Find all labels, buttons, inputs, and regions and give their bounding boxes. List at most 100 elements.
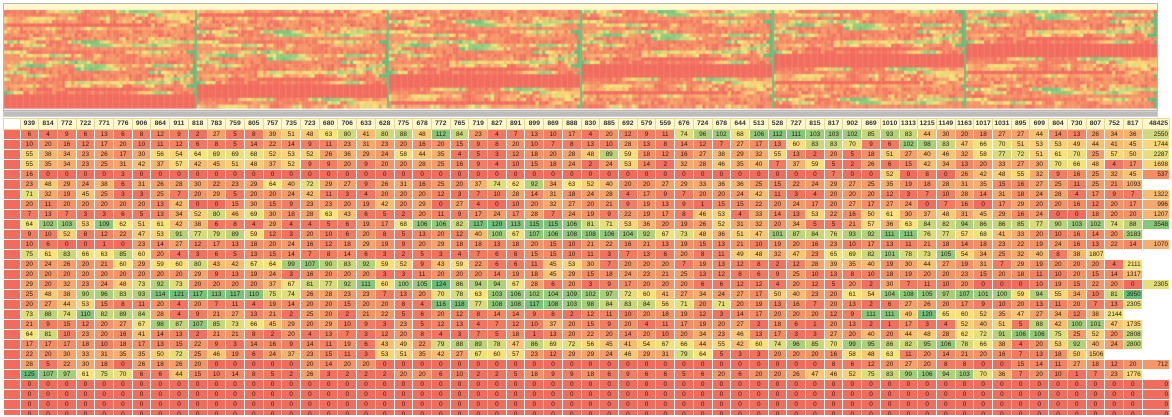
- data-cell[interactable]: 7: [898, 279, 919, 290]
- data-cell[interactable]: 0: [805, 379, 825, 390]
- data-cell[interactable]: 47: [131, 229, 152, 240]
- data-cell[interactable]: 16: [1066, 229, 1087, 240]
- data-cell[interactable]: 14: [243, 339, 264, 350]
- data-cell[interactable]: 23: [300, 349, 320, 360]
- data-cell[interactable]: 0: [505, 169, 526, 180]
- data-cell[interactable]: 92: [150, 279, 171, 290]
- data-cell[interactable]: 35: [730, 159, 750, 170]
- data-cell[interactable]: 10: [505, 199, 526, 210]
- data-cell[interactable]: 0: [487, 359, 507, 370]
- data-cell[interactable]: 10: [1048, 229, 1068, 240]
- data-cell[interactable]: 0: [281, 169, 302, 180]
- row-total-cell[interactable]: 537: [1141, 169, 1170, 180]
- data-cell[interactable]: 0: [730, 359, 750, 370]
- data-cell[interactable]: 45: [599, 339, 619, 350]
- data-cell[interactable]: 0: [636, 399, 657, 410]
- data-cell[interactable]: 18: [505, 329, 526, 340]
- data-cell[interactable]: 13: [1085, 239, 1106, 250]
- data-cell[interactable]: 106: [599, 229, 619, 240]
- row-header-cell[interactable]: [3, 219, 21, 230]
- data-cell[interactable]: 0: [767, 379, 788, 390]
- data-cell[interactable]: 0: [393, 389, 414, 400]
- data-cell[interactable]: 21: [655, 269, 676, 280]
- data-cell[interactable]: 7: [1010, 349, 1031, 360]
- data-cell[interactable]: 16: [1066, 169, 1087, 180]
- data-cell[interactable]: 6: [879, 139, 900, 150]
- data-cell[interactable]: 0: [94, 379, 115, 390]
- header-cell[interactable]: 818: [187, 118, 208, 130]
- data-cell[interactable]: 0: [599, 389, 619, 400]
- data-cell[interactable]: 0: [973, 359, 994, 370]
- data-cell[interactable]: 19: [580, 209, 601, 220]
- data-cell[interactable]: 0: [1122, 389, 1143, 400]
- data-cell[interactable]: 27: [337, 179, 358, 190]
- data-cell[interactable]: 42: [1048, 319, 1068, 330]
- data-cell[interactable]: 8: [655, 139, 676, 150]
- data-cell[interactable]: 29: [131, 259, 152, 270]
- data-cell[interactable]: 0: [823, 379, 844, 390]
- data-cell[interactable]: 110: [243, 289, 264, 300]
- data-cell[interactable]: 0: [468, 389, 489, 400]
- data-cell[interactable]: 20: [468, 269, 489, 280]
- data-cell[interactable]: 6: [75, 129, 96, 140]
- data-cell[interactable]: 18: [524, 149, 545, 160]
- data-cell[interactable]: 45: [543, 269, 563, 280]
- data-cell[interactable]: 48: [412, 129, 432, 140]
- data-cell[interactable]: 25: [1085, 179, 1106, 190]
- data-cell[interactable]: 5: [374, 209, 395, 220]
- header-cell[interactable]: 723: [300, 118, 320, 130]
- data-cell[interactable]: 108: [487, 299, 507, 310]
- data-cell[interactable]: 20: [94, 319, 115, 330]
- data-cell[interactable]: 38: [1066, 249, 1087, 260]
- data-cell[interactable]: 0: [374, 169, 395, 180]
- data-cell[interactable]: 98: [917, 139, 937, 150]
- data-cell[interactable]: 48: [38, 289, 58, 300]
- data-cell[interactable]: 11: [524, 259, 545, 270]
- data-cell[interactable]: 12: [730, 259, 750, 270]
- data-cell[interactable]: 23: [75, 279, 96, 290]
- data-cell[interactable]: 20: [861, 189, 881, 200]
- data-cell[interactable]: 20: [300, 299, 320, 310]
- data-cell[interactable]: 13: [1029, 299, 1050, 310]
- data-cell[interactable]: 65: [823, 249, 844, 260]
- data-cell[interactable]: 11: [38, 199, 58, 210]
- data-cell[interactable]: 21: [94, 259, 115, 270]
- data-cell[interactable]: 36: [879, 219, 900, 230]
- data-cell[interactable]: 3: [131, 189, 152, 200]
- data-cell[interactable]: 28: [561, 149, 582, 160]
- data-cell[interactable]: 0: [337, 169, 358, 180]
- data-cell[interactable]: 20: [393, 369, 414, 380]
- data-cell[interactable]: 48: [300, 129, 320, 140]
- header-cell[interactable]: 911: [169, 118, 189, 130]
- data-cell[interactable]: 0: [954, 389, 975, 400]
- data-cell[interactable]: 0: [393, 409, 414, 415]
- data-cell[interactable]: 28: [505, 189, 526, 200]
- data-cell[interactable]: 63: [94, 249, 115, 260]
- data-cell[interactable]: 12: [505, 319, 526, 330]
- data-cell[interactable]: 20: [113, 139, 133, 150]
- data-cell[interactable]: 11: [898, 349, 919, 360]
- data-cell[interactable]: 42: [187, 159, 208, 170]
- data-cell[interactable]: 10: [487, 189, 507, 200]
- data-cell[interactable]: 29: [206, 189, 227, 200]
- data-cell[interactable]: 17: [1122, 159, 1143, 170]
- data-cell[interactable]: 41: [131, 329, 152, 340]
- data-cell[interactable]: 0: [805, 359, 825, 370]
- data-cell[interactable]: 23: [374, 139, 395, 150]
- data-cell[interactable]: 16: [1010, 209, 1031, 220]
- data-cell[interactable]: 83: [805, 139, 825, 150]
- data-cell[interactable]: 28: [805, 259, 825, 270]
- data-cell[interactable]: 3: [225, 339, 245, 350]
- data-cell[interactable]: 17: [94, 139, 115, 150]
- data-cell[interactable]: 13: [711, 259, 732, 270]
- data-cell[interactable]: 68: [973, 229, 994, 240]
- data-cell[interactable]: 89: [225, 229, 245, 240]
- header-cell[interactable]: 579: [636, 118, 657, 130]
- data-cell[interactable]: 27: [992, 129, 1012, 140]
- data-cell[interactable]: 2: [187, 329, 208, 340]
- data-cell[interactable]: 6: [748, 269, 769, 280]
- data-cell[interactable]: 26: [150, 179, 171, 190]
- data-cell[interactable]: 58: [393, 149, 414, 160]
- data-cell[interactable]: 44: [412, 149, 432, 160]
- data-cell[interactable]: 0: [711, 169, 732, 180]
